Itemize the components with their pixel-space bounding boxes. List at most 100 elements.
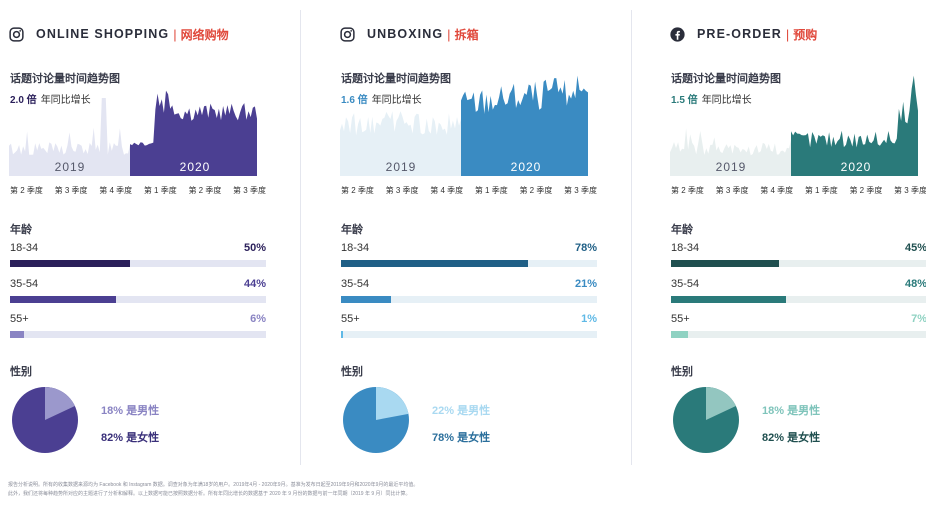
male-share-label: 22% 是男性 xyxy=(432,405,491,417)
growth-stat: 2.0 倍年同比增长 xyxy=(10,91,91,106)
year-label-2019: 2019 xyxy=(386,160,417,174)
trend-area-2020 xyxy=(130,90,257,176)
age-section-title: 年龄 xyxy=(341,224,363,236)
age-percent: 78% xyxy=(574,242,597,254)
age-bar-track xyxy=(10,331,266,338)
quarter-tick-label: 第 4 季度 xyxy=(760,186,794,195)
age-row: 18-34 78% xyxy=(341,242,597,270)
age-section-title: 年龄 xyxy=(671,224,693,236)
instagram-icon xyxy=(9,26,24,42)
male-slice xyxy=(376,387,409,420)
panel-header: ONLINE SHOPPING | 网络购物 xyxy=(9,26,229,42)
year-label-2020: 2020 xyxy=(511,160,542,174)
footnote: 此外，我们还将每种趋势所对应的主题进行了分析和解释。以上数据可能已按照数据分析。… xyxy=(8,491,411,497)
growth-value: 1.6 倍 xyxy=(341,95,368,106)
growth-value: 1.5 倍 xyxy=(671,95,698,106)
male-share-label: 18% 是男性 xyxy=(101,405,160,417)
panel-title-cn: 预购 xyxy=(793,27,818,42)
trend-area-2019 xyxy=(9,98,130,176)
panel-title-en: PRE-ORDER xyxy=(697,27,782,41)
age-percent: 21% xyxy=(574,278,597,290)
gender-pie xyxy=(673,387,739,453)
age-bar-fill xyxy=(10,260,130,267)
quarter-tick-label: 第 2 季度 xyxy=(341,186,374,195)
age-bar-track xyxy=(671,260,926,267)
quarter-tick-label: 第 4 季度 xyxy=(430,186,464,195)
age-bar-track xyxy=(671,331,926,338)
gender-section-title: 性别 xyxy=(671,366,693,378)
age-label: 55+ xyxy=(10,313,29,325)
year-label-2019: 2019 xyxy=(55,160,86,174)
panel-title-cn: 网络购物 xyxy=(180,27,229,42)
trend-area-2020 xyxy=(791,75,918,176)
gender-section-title: 性别 xyxy=(10,366,32,378)
trend-area-2019 xyxy=(340,111,461,176)
age-bar-track xyxy=(671,296,926,303)
age-bar-fill xyxy=(671,331,688,338)
quarter-axis: 第 2 季度 第 3 季度 第 4 季度 第 1 季度 第 2 季度 第 3 季度 xyxy=(10,185,266,196)
age-row: 35-54 44% xyxy=(10,278,266,306)
age-bar-fill xyxy=(341,296,392,303)
age-bar-fill xyxy=(10,296,116,303)
age-percent: 1% xyxy=(581,313,597,325)
age-row: 18-34 45% xyxy=(671,242,926,270)
trend-title: 话题讨论量时间趋势图 xyxy=(10,73,120,85)
female-share-label: 82% 是女性 xyxy=(101,432,160,444)
age-row: 35-54 48% xyxy=(671,278,926,306)
growth-label: 年同比增长 xyxy=(40,95,91,106)
age-bar-track xyxy=(341,296,597,303)
trend-area-2019 xyxy=(670,128,791,176)
quarter-axis: 第 2 季度 第 3 季度 第 4 季度 第 1 季度 第 2 季度 第 3 季度 xyxy=(671,185,926,196)
quarter-tick-label: 第 3 季度 xyxy=(385,186,419,195)
trend-chart: 2019 2020 xyxy=(340,75,588,176)
year-label-2020: 2020 xyxy=(180,160,211,174)
gender-pie xyxy=(343,387,409,453)
age-bar-fill xyxy=(671,260,779,267)
panel-header: PRE-ORDER | 预购 xyxy=(670,26,817,42)
panel-header: UNBOXING | 拆箱 xyxy=(340,26,479,42)
age-percent: 7% xyxy=(911,313,926,325)
quarter-tick-label: 第 1 季度 xyxy=(804,186,838,195)
trend-chart: 2019 2020 xyxy=(9,90,257,176)
title-separator: | xyxy=(447,26,451,42)
age-bar-fill xyxy=(10,331,25,338)
panel-title-en: UNBOXING xyxy=(367,27,444,41)
male-share-label: 18% 是男性 xyxy=(762,405,821,417)
trend-panel: UNBOXING | 拆箱 2019 2020 话题讨论量时间趋势图 1.6 倍年同比增长第… xyxy=(340,0,600,470)
panel-title-en: ONLINE SHOPPING xyxy=(36,27,170,41)
trend-title: 话题讨论量时间趋势图 xyxy=(671,73,781,85)
gender-pie xyxy=(12,387,78,453)
age-row: 55+ 7% xyxy=(671,313,926,341)
age-percent: 48% xyxy=(904,278,926,290)
age-bar-fill xyxy=(671,296,787,303)
title-separator: | xyxy=(785,26,790,42)
trend-title: 话题讨论量时间趋势图 xyxy=(341,73,451,85)
panel-divider xyxy=(300,10,301,465)
age-percent: 50% xyxy=(243,242,266,254)
growth-stat: 1.5 倍年同比增长 xyxy=(671,91,752,106)
age-percent: 45% xyxy=(904,242,926,254)
age-percent: 6% xyxy=(250,313,266,325)
year-label-2019: 2019 xyxy=(716,160,747,174)
year-label-2020: 2020 xyxy=(841,160,872,174)
quarter-tick-label: 第 3 季度 xyxy=(715,186,749,195)
quarter-tick-label: 第 3 季度 xyxy=(564,186,597,195)
gender-section-title: 性别 xyxy=(341,366,363,378)
panel-title-cn: 拆箱 xyxy=(454,27,479,42)
age-row: 35-54 21% xyxy=(341,278,597,306)
male-slice xyxy=(45,387,75,420)
quarter-tick-label: 第 2 季度 xyxy=(188,186,222,195)
growth-stat: 1.6 倍年同比增长 xyxy=(341,91,422,106)
quarter-tick-label: 第 2 季度 xyxy=(519,186,553,195)
age-label: 55+ xyxy=(341,313,360,325)
age-bar-fill xyxy=(341,331,344,338)
growth-label: 年同比增长 xyxy=(371,95,422,106)
age-bar-track xyxy=(10,296,266,303)
age-label: 18-34 xyxy=(341,242,370,254)
quarter-tick-label: 第 3 季度 xyxy=(233,186,266,195)
quarter-tick-label: 第 2 季度 xyxy=(10,186,43,195)
trend-chart: 2019 2020 xyxy=(670,75,918,176)
growth-label: 年同比增长 xyxy=(701,95,752,106)
quarter-tick-label: 第 1 季度 xyxy=(143,186,177,195)
age-bar-track xyxy=(341,331,597,338)
